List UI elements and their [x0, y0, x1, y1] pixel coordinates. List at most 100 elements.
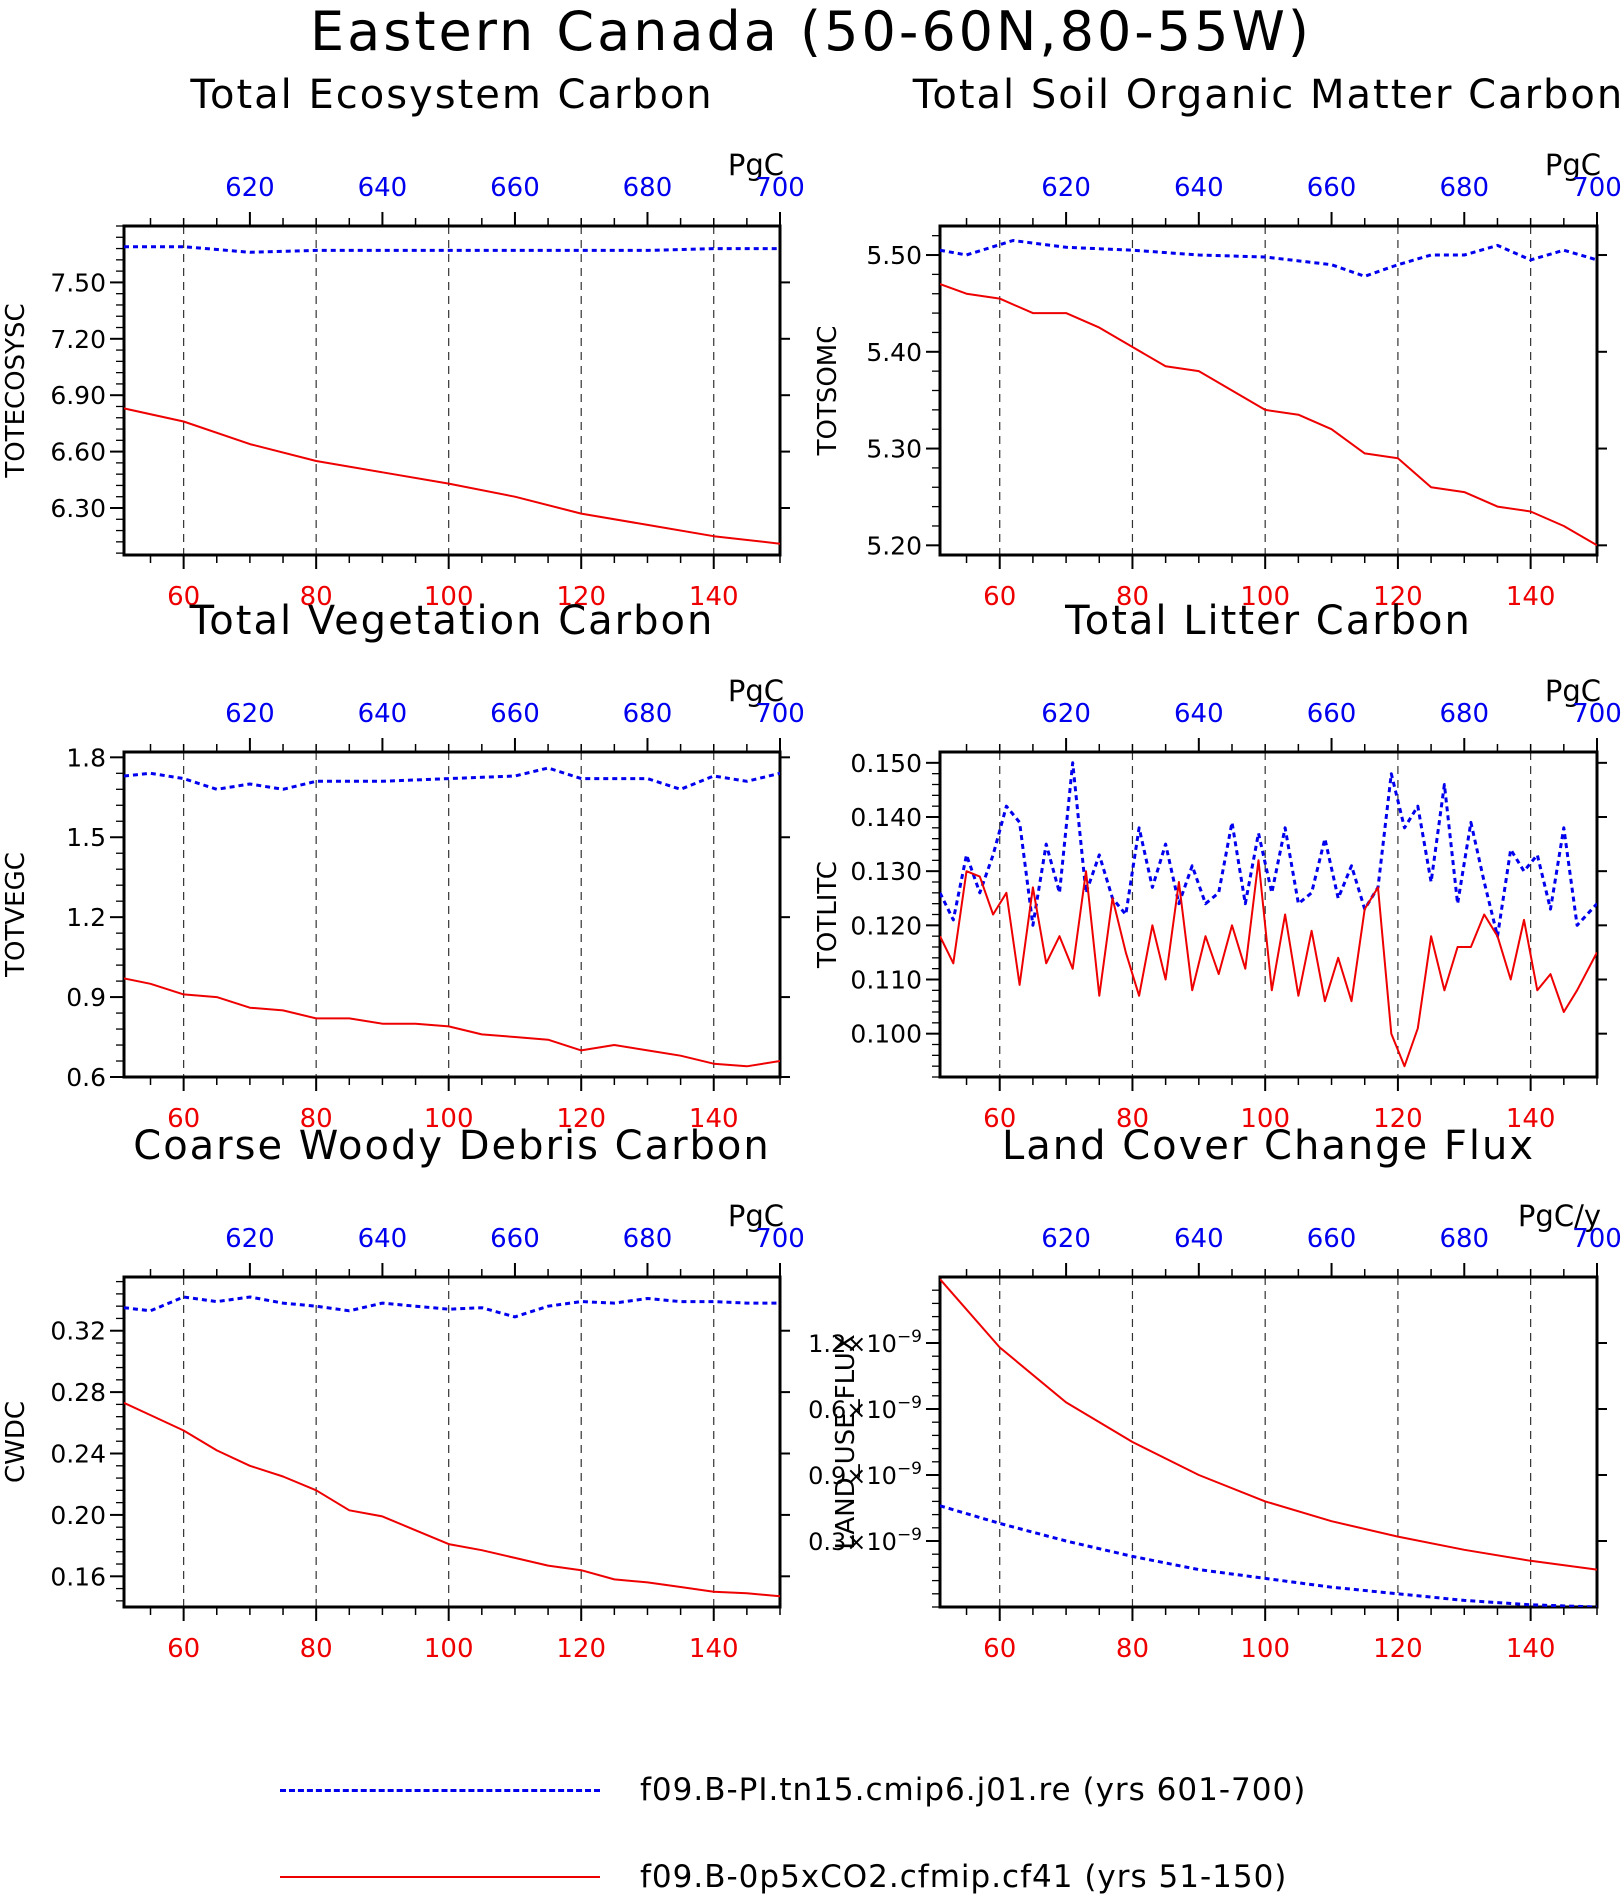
y-tick-label: 1.2×10−9 [808, 1327, 922, 1358]
top-tick-label: 620 [1041, 1224, 1091, 1254]
panel-title: Total Vegetation Carbon [189, 598, 715, 644]
panel-5: Coarse Woody Debris Carbon PgC 60 80 100 120 1… [1, 1123, 805, 1664]
y-tick-label: 0.6×10−9 [808, 1393, 922, 1424]
y-axis-label: TOTSOMC [813, 326, 843, 457]
legend-label-control: f09.B-PI.tn15.cmip6.j01.re (yrs 601-700) [640, 1772, 1307, 1808]
y-tick-label: 0.28 [50, 1378, 106, 1407]
x-tick-label: 60 [983, 1634, 1016, 1664]
top-tick-label: 700 [755, 1224, 805, 1254]
series-line-experiment [940, 1278, 1597, 1571]
x-tick-label: 120 [556, 1104, 606, 1134]
top-tick-label: 640 [1174, 173, 1224, 203]
figure-title: Eastern Canada (50-60N,80-55W) [310, 0, 1312, 63]
y-tick-label: 1.2 [66, 903, 106, 932]
y-tick-label: 6.30 [50, 494, 106, 523]
y-tick-label: 1.8 [66, 743, 106, 772]
panel-title: Total Litter Carbon [1064, 598, 1472, 644]
y-tick-label: 7.50 [50, 268, 106, 297]
top-tick-label: 700 [1572, 699, 1622, 729]
top-tick-label: 700 [1572, 1224, 1622, 1254]
series-line-control [940, 239, 1597, 278]
panel-title: Land Cover Change Flux [1002, 1123, 1535, 1169]
y-tick-label: 6.60 [50, 438, 106, 467]
top-tick-label: 680 [1439, 699, 1489, 729]
x-tick-label: 140 [1506, 582, 1556, 612]
x-tick-label: 120 [1373, 1104, 1423, 1134]
series-line-experiment [124, 977, 780, 1068]
series-line-experiment [940, 283, 1597, 547]
y-tick-label: 0.110 [850, 966, 922, 995]
x-tick-label: 140 [689, 1104, 739, 1134]
x-tick-label: 80 [300, 1634, 333, 1664]
panel-2: Total Soil Organic Matter Carbon PgC 60 80 1… [813, 72, 1622, 612]
x-tick-label: 80 [300, 1104, 333, 1134]
panel-3: Total Vegetation Carbon PgC 60 80 100 120 140 6… [1, 598, 805, 1134]
legend-item-experiment: f09.B-0p5xCO2.cfmip.cf41 (yrs 51-150) [280, 1857, 1287, 1897]
top-tick-label: 620 [225, 699, 275, 729]
top-tick-label: 680 [623, 173, 673, 203]
legend-item-control: f09.B-PI.tn15.cmip6.j01.re (yrs 601-700) [280, 1770, 1306, 1810]
y-tick-label: 0.32 [50, 1317, 106, 1346]
top-tick-label: 640 [358, 699, 408, 729]
y-tick-exponent: −9 [897, 1393, 922, 1413]
plot-frame [122, 224, 782, 557]
panel-title: Total Ecosystem Carbon [189, 72, 713, 118]
top-tick-label: 680 [1439, 173, 1489, 203]
y-tick-label: 5.50 [866, 241, 922, 270]
plot-frame [122, 1275, 782, 1609]
top-tick-label: 660 [490, 1224, 540, 1254]
y-tick-label: 0.150 [850, 749, 922, 778]
units-label: PgC [728, 148, 784, 182]
x-tick-label: 100 [1240, 1634, 1290, 1664]
x-tick-label: 120 [1373, 582, 1423, 612]
y-tick-label: 0.140 [850, 803, 922, 832]
x-tick-label: 120 [556, 1634, 606, 1664]
y-tick-label: 0.100 [850, 1020, 922, 1049]
top-tick-label: 680 [1439, 1224, 1489, 1254]
top-tick-label: 700 [1572, 173, 1622, 203]
top-tick-label: 660 [1307, 173, 1357, 203]
x-tick-label: 140 [1506, 1104, 1556, 1134]
y-tick-label: 0.24 [50, 1440, 106, 1469]
units-label: PgC [1545, 674, 1601, 708]
y-tick-label: 5.20 [866, 531, 922, 560]
legend-label-experiment: f09.B-0p5xCO2.cfmip.cf41 (yrs 51-150) [640, 1859, 1288, 1895]
y-tick-exponent: −9 [897, 1327, 922, 1347]
top-tick-label: 620 [225, 173, 275, 203]
units-label: PgC/y [1518, 1199, 1601, 1233]
y-axis-label: CWDC [1, 1401, 31, 1483]
top-tick-label: 660 [1307, 1224, 1357, 1254]
y-axis-label: TOTECOSYSC [1, 303, 31, 478]
panel-4: Total Litter Carbon PgC 60 80 100 120 140 620 64… [813, 598, 1622, 1134]
x-tick-label: 80 [1116, 582, 1149, 612]
plot-frame [122, 750, 782, 1079]
y-axis-label: LAND_USE_FLUX [831, 1334, 861, 1549]
x-tick-label: 140 [689, 582, 739, 612]
series-line-experiment [124, 1401, 780, 1598]
x-tick-label: 120 [1373, 1634, 1423, 1664]
y-tick-label: 7.20 [50, 325, 106, 354]
x-tick-label: 100 [1240, 582, 1290, 612]
series-line-control [124, 1295, 780, 1319]
y-tick-label: 0.6 [66, 1063, 106, 1092]
y-axis-label: TOTLITC [813, 861, 843, 969]
plot-frame [938, 224, 1599, 557]
panel-6: Land Cover Change Flux PgC/y 60 80 100 120 140… [808, 1123, 1622, 1664]
units-label: PgC [728, 1199, 784, 1233]
x-tick-label: 100 [424, 1104, 474, 1134]
panel-title: Coarse Woody Debris Carbon [133, 1123, 770, 1169]
panel-1: Total Ecosystem Carbon PgC 60 80 100 120 140 62… [1, 72, 805, 612]
y-tick-label: 5.40 [866, 338, 922, 367]
units-label: PgC [1545, 148, 1601, 182]
legend-swatch-experiment [280, 1876, 600, 1878]
series-line-experiment [940, 859, 1597, 1068]
x-tick-label: 60 [167, 1634, 200, 1664]
y-tick-label: 0.9 [66, 983, 106, 1012]
top-tick-label: 660 [490, 699, 540, 729]
y-tick-label: 6.90 [50, 381, 106, 410]
y-tick-label: 0.9×10−9 [808, 1459, 922, 1490]
top-tick-label: 700 [755, 699, 805, 729]
y-tick-label: 0.120 [850, 911, 922, 940]
x-tick-label: 140 [689, 1634, 739, 1664]
